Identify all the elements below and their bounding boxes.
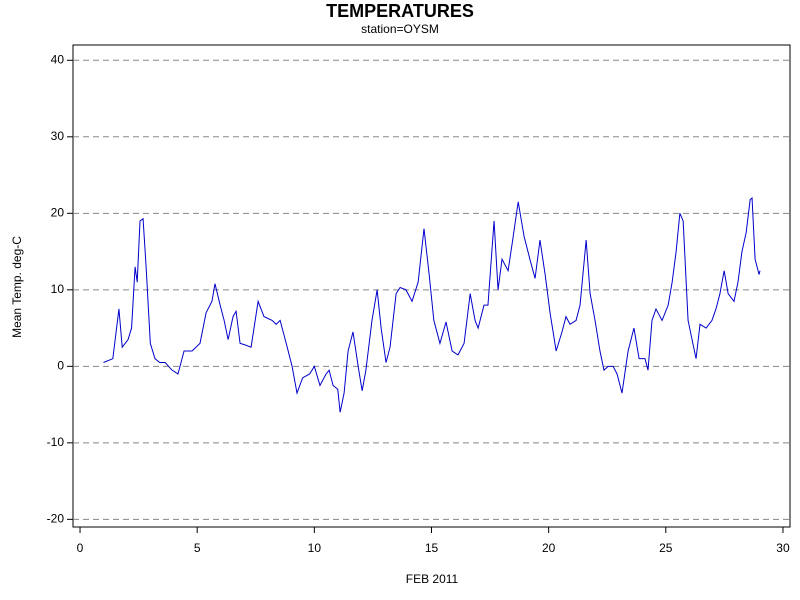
x-tick-label: 0 [77,541,84,555]
temperature-line [103,197,761,413]
x-tick-label: 15 [425,541,439,555]
x-axis-label: FEB 2011 [406,572,459,586]
x-tick-label: 5 [194,541,201,555]
x-tick-label: 25 [659,541,673,555]
y-tick-label: 0 [57,359,64,373]
y-tick-label: 10 [51,282,65,296]
y-tick-label: 20 [51,205,65,219]
plot-frame [72,44,791,528]
y-tick-label: -10 [47,435,65,449]
x-tick-label: 20 [542,541,556,555]
y-tick-label: -20 [47,512,65,526]
y-tick-label: 40 [51,52,65,66]
x-tick-label: 10 [308,541,322,555]
chart-title: TEMPERATURES [326,1,474,21]
y-tick-label: 30 [51,129,65,143]
x-tick-label: 30 [776,541,790,555]
chart-subtitle: station=OYSM [361,22,439,36]
y-axis-label: Mean Temp. deg-C [10,236,24,338]
